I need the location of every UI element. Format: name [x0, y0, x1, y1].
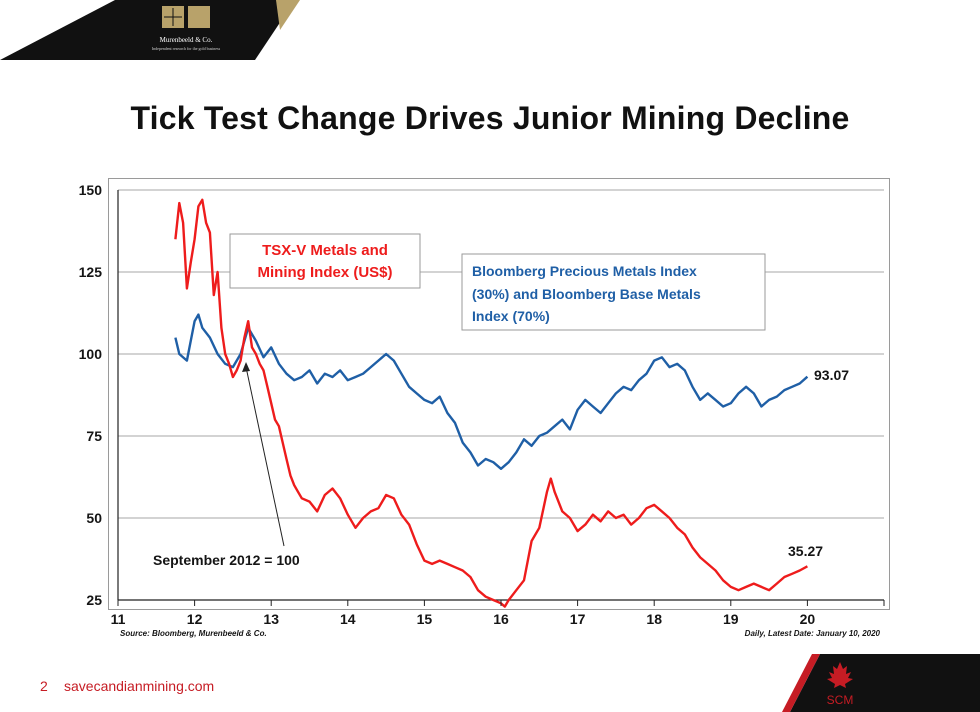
y-tick-label-100: 100	[79, 346, 103, 362]
blue-label-box	[461, 253, 766, 331]
date-note: Daily, Latest Date: January 10, 2020	[745, 629, 881, 638]
y-tick-label-25: 25	[86, 592, 102, 608]
y-tick-label-75: 75	[86, 428, 102, 444]
logo-tagline: Independent research for the gold busine…	[152, 46, 221, 51]
banner-gold-accent	[276, 0, 300, 30]
footer-brand: SCM	[827, 693, 854, 707]
x-tick-label-14: 14	[340, 611, 356, 627]
banner-white-cut	[0, 0, 115, 60]
september-pointer-arrowhead	[242, 362, 250, 372]
y-tick-label-50: 50	[86, 510, 102, 526]
x-tick-label-20: 20	[800, 611, 816, 627]
x-tick-label-13: 13	[263, 611, 279, 627]
x-tick-label-17: 17	[570, 611, 586, 627]
red-label-line1: TSX-V Metals and	[262, 242, 388, 259]
slide-title: Tick Test Change Drives Junior Mining De…	[130, 100, 850, 136]
x-tick-label-12: 12	[187, 611, 203, 627]
september-label: September 2012 = 100	[153, 552, 300, 568]
footer-corner: SCM	[782, 654, 980, 712]
red-label-line2: Mining Index (US$)	[258, 264, 393, 281]
footer-url[interactable]: savecandianmining.com	[64, 678, 215, 694]
page-number: 2	[40, 678, 48, 694]
logo-square-right	[188, 6, 210, 28]
x-tick-label-11: 11	[111, 611, 126, 627]
chart-frame	[108, 178, 890, 610]
september-pointer-line	[245, 366, 285, 547]
y-tick-label-150: 150	[79, 182, 103, 198]
blue-label-line2: (30%) and Bloomberg Base Metals	[472, 286, 701, 302]
series-line-bloomberg	[174, 313, 809, 470]
series-layer	[174, 198, 809, 608]
maple-leaf-icon	[827, 662, 853, 688]
top-banner: Murenbeeld & Co. Independent research fo…	[0, 0, 300, 60]
blue-label-line3: Index (70%)	[472, 308, 550, 324]
footer-red-stripe	[782, 654, 820, 712]
red-label-box	[229, 233, 421, 289]
red-end-value-label: 35.27	[788, 543, 823, 559]
blue-label-line1: Bloomberg Precious Metals Index	[472, 263, 697, 279]
source-note: Source: Bloomberg, Murenbeeld & Co.	[120, 629, 267, 638]
y-tick-label-125: 125	[79, 264, 103, 280]
blue-end-value-label: 93.07	[814, 367, 849, 383]
footer-black-band	[790, 654, 980, 712]
series-line-tsxv	[174, 198, 808, 608]
x-tick-label-16: 16	[493, 611, 509, 627]
logo-name: Murenbeeld & Co.	[160, 36, 213, 44]
x-tick-label-15: 15	[417, 611, 433, 627]
x-tick-label-19: 19	[723, 611, 739, 627]
x-tick-label-18: 18	[646, 611, 662, 627]
axis-layer: 150 125 100 75 50 25 11 12 13 14 15 16 17 18 19 20	[79, 182, 885, 627]
